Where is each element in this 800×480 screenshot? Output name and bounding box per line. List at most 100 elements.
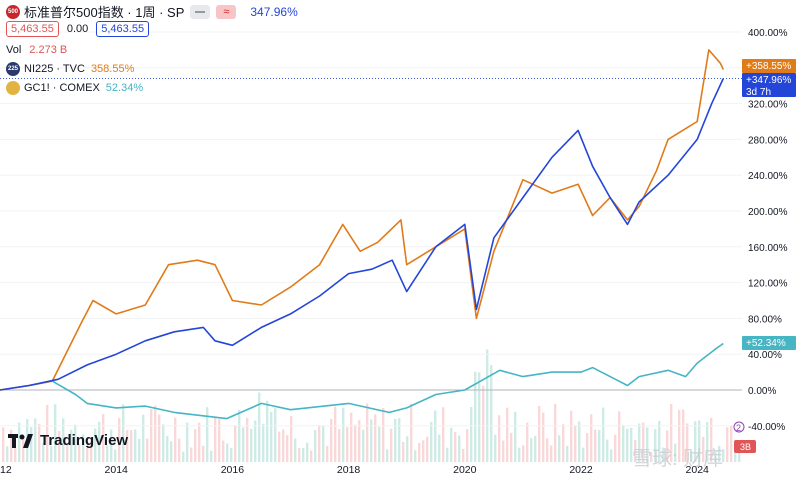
volume-price-tag-text: 3B bbox=[740, 442, 751, 452]
volume-bar bbox=[38, 423, 41, 462]
volume-bar bbox=[242, 427, 245, 462]
volume-bar bbox=[318, 425, 321, 462]
volume-bar bbox=[50, 445, 53, 462]
tradingview-logo-icon bbox=[8, 433, 33, 448]
volume-bar bbox=[694, 421, 697, 462]
series-line-2[interactable] bbox=[0, 342, 724, 420]
volume-bar bbox=[158, 414, 161, 462]
alert-marker-icon[interactable] bbox=[733, 421, 745, 433]
volume-bar bbox=[82, 434, 85, 462]
volume-bar bbox=[222, 440, 225, 462]
volume-bar bbox=[74, 424, 77, 462]
volume-bar bbox=[714, 451, 717, 462]
ni225-price-tag-text: +358.55% bbox=[746, 61, 791, 72]
hide-series-icon[interactable] bbox=[190, 4, 211, 19]
price-left-box[interactable]: 5,463.55 bbox=[6, 21, 59, 37]
compare-mode-icon[interactable]: ≈ bbox=[216, 4, 237, 19]
compare-row-gold[interactable]: GC1! · COMEX 52.34% bbox=[6, 81, 143, 95]
x-tick-label: 2014 bbox=[105, 464, 129, 476]
volume-bar bbox=[434, 410, 437, 462]
volume-bar bbox=[34, 418, 37, 462]
volume-bar bbox=[46, 405, 49, 462]
volume-bar bbox=[538, 405, 541, 462]
y-tick-label: 120.00% bbox=[748, 279, 788, 290]
volume-bar bbox=[270, 411, 273, 462]
volume-row[interactable]: Vol 2.273 B bbox=[6, 44, 67, 56]
volume-bar bbox=[622, 424, 625, 462]
volume-bar bbox=[522, 445, 525, 462]
volume-bar bbox=[366, 403, 369, 462]
gold-name: GC1! · COMEX bbox=[24, 82, 100, 94]
volume-bar bbox=[202, 445, 205, 462]
price-spread: 0.00 bbox=[66, 23, 89, 35]
volume-bar bbox=[470, 406, 473, 462]
volume-bar bbox=[386, 449, 389, 462]
volume-bar bbox=[22, 437, 25, 462]
volume-bar bbox=[682, 409, 685, 462]
volume-bar bbox=[210, 450, 213, 462]
volume-bar bbox=[478, 372, 481, 462]
volume-bar bbox=[282, 429, 285, 462]
y-tick-label: 80.00% bbox=[748, 314, 782, 325]
volume-bar bbox=[302, 447, 305, 462]
volume-bar bbox=[674, 443, 677, 462]
volume-bar bbox=[662, 447, 665, 462]
main-symbol-title: 标准普尔500指数 · 1周 · SP bbox=[24, 5, 185, 20]
volume-bar bbox=[266, 400, 269, 462]
volume-bar bbox=[658, 421, 661, 462]
y-tick-label: 200.00% bbox=[748, 207, 788, 218]
series-line-0[interactable] bbox=[0, 78, 725, 391]
volume-bar bbox=[446, 447, 449, 462]
price-right-box[interactable]: 5,463.55 bbox=[96, 21, 150, 37]
series-line-1[interactable] bbox=[0, 49, 725, 391]
volume-bar bbox=[30, 427, 33, 462]
gold-price-tag-bg bbox=[742, 336, 796, 350]
volume-bar bbox=[326, 445, 329, 462]
volume-bar bbox=[534, 435, 537, 462]
volume-bar bbox=[574, 425, 577, 462]
volume-bar bbox=[70, 429, 73, 462]
volume-bar bbox=[66, 443, 69, 462]
volume-bar bbox=[586, 433, 589, 462]
volume-bar bbox=[98, 421, 101, 462]
volume-bar bbox=[594, 429, 597, 462]
volume-bar bbox=[590, 414, 593, 462]
volume-bar bbox=[422, 440, 425, 462]
volume-bar bbox=[490, 365, 493, 462]
volume-bar bbox=[178, 438, 181, 462]
volume-bar bbox=[254, 420, 257, 462]
main-symbol-row[interactable]: 500 标准普尔500指数 · 1周 · SP ≈ 347.96% bbox=[6, 2, 298, 21]
sp500-logo-icon: 500 bbox=[6, 4, 20, 19]
volume-bar bbox=[466, 429, 469, 462]
ni225-price-tag-bg bbox=[742, 59, 796, 73]
tradingview-logo-text: TradingView bbox=[40, 432, 129, 449]
volume-bar bbox=[430, 422, 433, 462]
volume-bar bbox=[14, 448, 17, 462]
ni225-logo-icon: 225 bbox=[6, 62, 20, 76]
volume-bar bbox=[274, 408, 277, 462]
volume-bar bbox=[214, 416, 217, 462]
volume-bar bbox=[86, 448, 89, 462]
compare-row-ni225[interactable]: 225 NI225 · TVC 358.55% bbox=[6, 62, 134, 76]
spx-price-tag-text: +347.96% bbox=[746, 75, 791, 86]
volume-bar bbox=[730, 425, 733, 462]
tradingview-logo[interactable]: TradingView bbox=[8, 432, 128, 449]
volume-bar bbox=[170, 441, 173, 462]
time-axis[interactable]: 2012 2014 2016 2018 2020 2022 2024 bbox=[0, 464, 709, 476]
volume-bar bbox=[734, 447, 737, 462]
volume-bar bbox=[438, 434, 441, 462]
volume-bar bbox=[206, 407, 209, 462]
volume-value: 2.273 B bbox=[29, 44, 68, 56]
spx-price-tag-bg bbox=[742, 73, 796, 97]
volume-bar bbox=[582, 447, 585, 462]
volume-bar bbox=[6, 446, 9, 462]
volume-bar bbox=[722, 449, 725, 462]
price-row: 5,463.55 0.00 5,463.55 bbox=[6, 21, 150, 37]
volume-bar bbox=[710, 417, 713, 462]
volume-bar bbox=[494, 434, 497, 462]
volume-bar bbox=[650, 451, 653, 462]
x-tick-label: 2022 bbox=[569, 464, 593, 476]
volume-bar bbox=[678, 409, 681, 462]
volume-bar bbox=[258, 392, 261, 462]
